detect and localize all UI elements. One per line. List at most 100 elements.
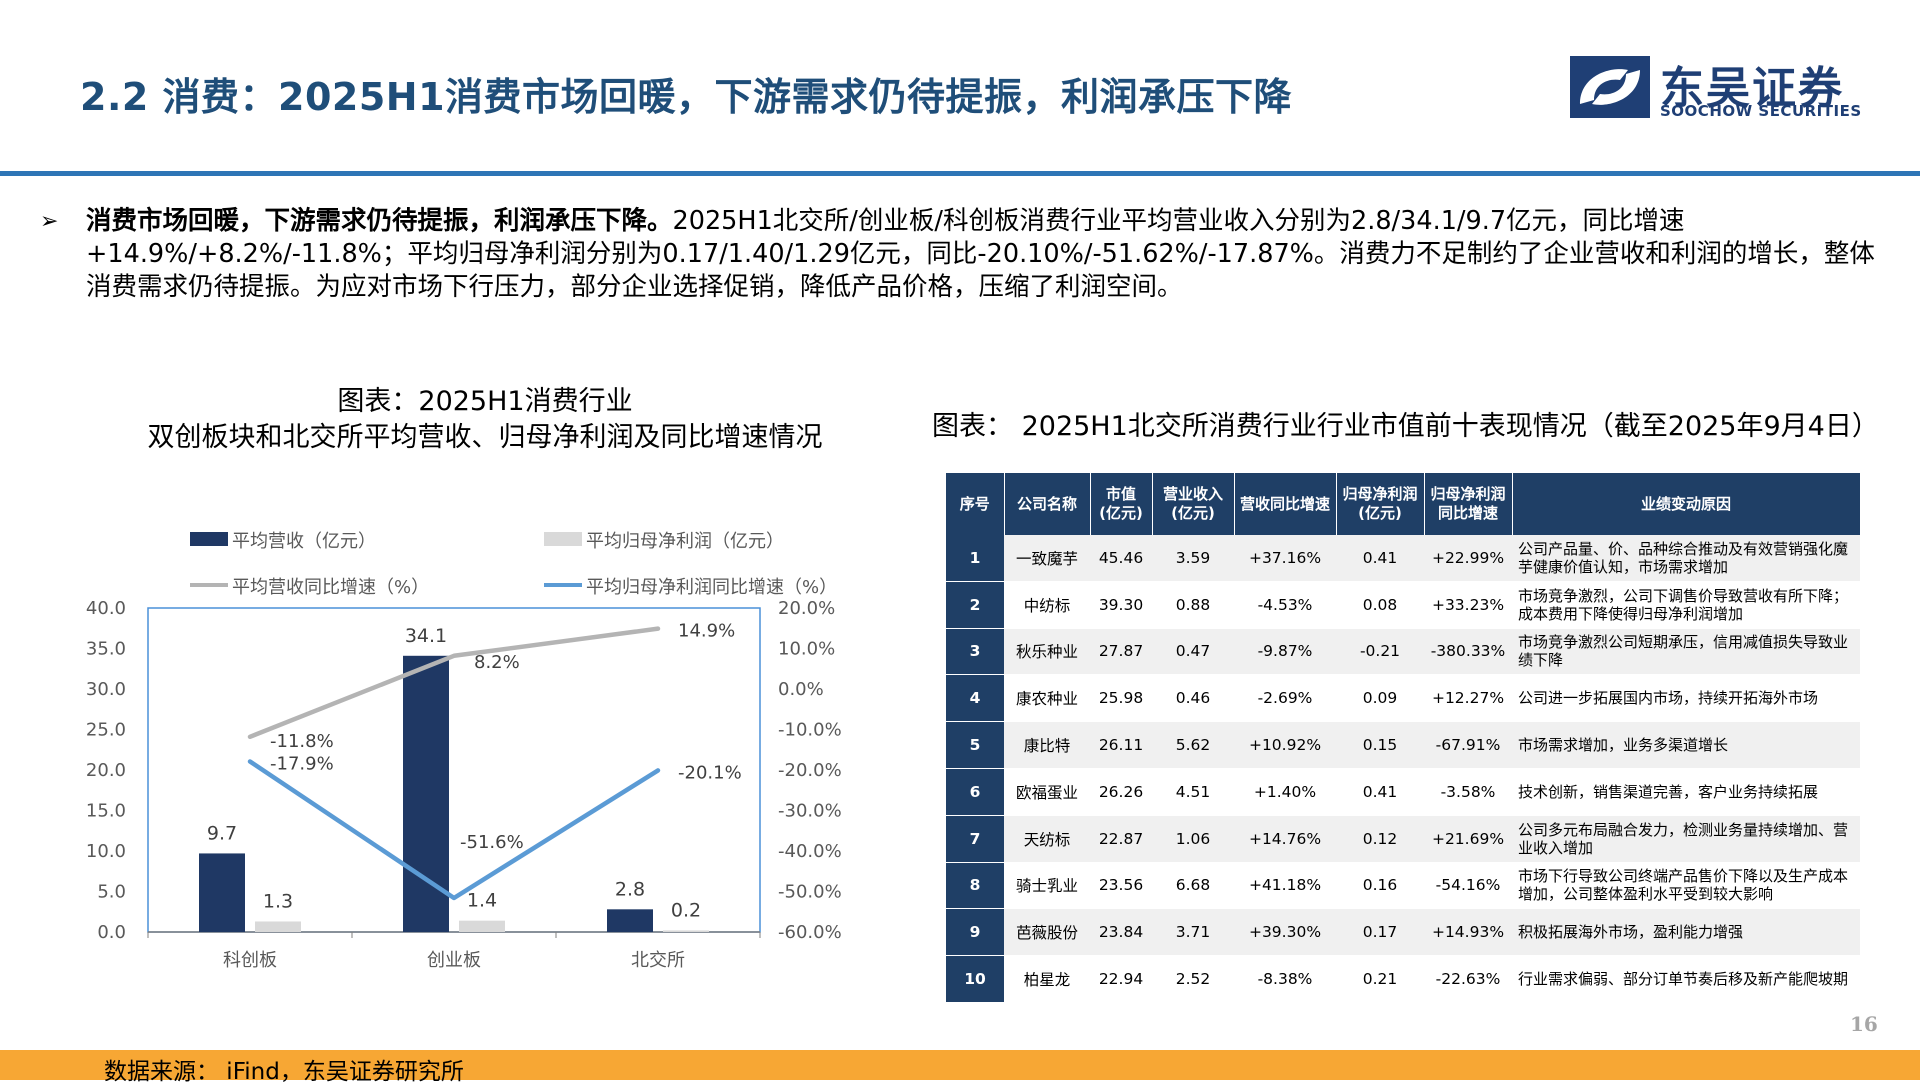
combo-chart: 0.0 5.0 10.0 15.0 20.0 25.0 30.0 35.0 40.0 -60.0%… <box>86 598 842 971</box>
bar-0 <box>403 655 449 932</box>
table-cell: 1 <box>946 535 1004 582</box>
table-header-row: 序号 公司名称 市值 (亿元) 营业收入 (亿元) 营收同比增速 归母净利润 (亿元) 归母… <box>946 473 1861 535</box>
table-cell: +39.30% <box>1234 908 1336 957</box>
table-cell: 6.68 <box>1152 862 1234 910</box>
table-row: 1 一致魔芋 45.46 3.59 +37.16% 0.41 +22.99% 公司产品量、价、… <box>946 535 1860 582</box>
table-cell: +37.16% <box>1234 535 1336 582</box>
y-right-tick-label: -60.0% <box>778 922 842 943</box>
table-cell: 0.12 <box>1336 815 1424 863</box>
table-cell: +1.40% <box>1234 768 1336 816</box>
chart-caption-line2: 双创板块和北交所平均营收、归母净利润及同比增速情况 <box>147 422 823 453</box>
table-cell: 5 <box>946 721 1004 769</box>
table-row: 3 秋乐种业 27.87 0.47 -9.87% -0.21 -380.33% 市场竞争激烈公… <box>946 628 1860 676</box>
table-header-cell: 序号 <box>946 473 1005 535</box>
line-series-2 <box>247 626 661 740</box>
table-row: 9 芭薇股份 23.84 3.71 +39.30% 0.17 +14.93% 积极拓展海外市场… <box>946 908 1860 957</box>
table-cell: 0.47 <box>1152 628 1234 676</box>
summary-text: 消费市场回暖，下游需求仍待提振，利润承压下降。2025H1北交所/创业板/科创板… <box>40 205 1880 304</box>
legend-swatch-profit-growth <box>544 583 582 587</box>
table-cell: 柏星龙 <box>1004 955 1090 1003</box>
bar-0 <box>607 909 653 932</box>
logo-name: 东吴证券 <box>1660 63 1844 114</box>
table-header-cell: 业绩变动原因 <box>1512 473 1861 535</box>
table-cell: +21.69% <box>1424 815 1512 863</box>
table-cell: 4 <box>946 674 1004 723</box>
table-cell: 23.84 <box>1090 908 1152 957</box>
table-cell: 26.26 <box>1090 768 1152 816</box>
legend-swatch-profit <box>544 532 582 546</box>
bar-data-label: 0.2 <box>671 899 701 921</box>
table-cell: -380.33% <box>1424 628 1512 676</box>
table-cell: -4.53% <box>1234 581 1336 629</box>
y-left-tick-label: 20.0 <box>86 760 126 781</box>
y-left-tick-label: 25.0 <box>86 720 126 741</box>
table-header-cell: 归母净利润 同比增速 <box>1424 473 1513 535</box>
y-right-tick-label: -20.0% <box>778 760 842 781</box>
table-cell: 10 <box>946 955 1004 1003</box>
y-left-tick-label: 10.0 <box>86 841 126 862</box>
bar-data-label: 2.8 <box>615 878 645 900</box>
logo-subtitle: SOOCHOW SECURITIES <box>1660 102 1862 120</box>
y-left-tick-label: 5.0 <box>97 882 126 903</box>
table-cell: 0.88 <box>1152 581 1234 629</box>
table-cell: 0.08 <box>1336 581 1424 629</box>
table-cell: -2.69% <box>1234 674 1336 723</box>
table-cell: 22.87 <box>1090 815 1152 863</box>
table-cell: -54.16% <box>1424 862 1512 910</box>
table-cell: 3.71 <box>1152 908 1234 957</box>
table-cell: 22.94 <box>1090 955 1152 1003</box>
line-data-label: -51.6% <box>460 832 524 853</box>
table-cell: -22.63% <box>1424 955 1512 1003</box>
bar-data-label: 1.4 <box>467 890 497 912</box>
bar-0 <box>199 853 245 932</box>
table-header-cell: 归母净利润 (亿元) <box>1336 473 1425 535</box>
table-cell: 天纺标 <box>1004 815 1090 863</box>
table-cell: 27.87 <box>1090 628 1152 676</box>
legend-label-profit-growth: 平均归母净利润同比增速（%） <box>586 577 838 598</box>
table-cell: -67.91% <box>1424 721 1512 769</box>
table-cell: 25.98 <box>1090 674 1152 723</box>
page-number: 16 <box>1850 1012 1878 1036</box>
table-cell: 26.11 <box>1090 721 1152 769</box>
table-cell: -9.87% <box>1234 628 1336 676</box>
table-cell: +14.76% <box>1234 815 1336 863</box>
table-cell: 公司进一步拓展国内市场，持续开拓海外市场 <box>1512 674 1860 723</box>
table-cell: 9 <box>946 908 1004 957</box>
table-header-cell: 市值 (亿元) <box>1090 473 1153 535</box>
line-data-label: -17.9% <box>270 753 334 774</box>
table-row: 2 中纺标 39.30 0.88 -4.53% 0.08 +33.23% 市场竞争激烈，公司下… <box>946 581 1860 629</box>
table-cell: 45.46 <box>1090 535 1152 582</box>
y-left-tick-label: 30.0 <box>86 679 126 700</box>
line-data-label: -20.1% <box>678 762 742 783</box>
table-cell: 公司产品量、价、品种综合推动及有效营销强化魔芋健康价值认知，市场需求增加 <box>1512 535 1860 582</box>
table-cell: 7 <box>946 815 1004 863</box>
table-cell: 0.41 <box>1336 768 1424 816</box>
table-row: 6 欧福蛋业 26.26 4.51 +1.40% 0.41 -3.58% 技术创新，销售渠道完… <box>946 768 1860 816</box>
table-row: 4 康农种业 25.98 0.46 -2.69% 0.09 +12.27% 公司进一步拓展国内… <box>946 674 1860 723</box>
table-cell: 一致魔芋 <box>1004 535 1090 582</box>
header-divider <box>0 171 1920 176</box>
table-cell: +14.93% <box>1424 908 1512 957</box>
table-cell: 市场下行导致公司终端产品售价下降以及生产成本增加，公司整体盈利水平受到较大影响 <box>1512 862 1860 910</box>
table-cell: 欧福蛋业 <box>1004 768 1090 816</box>
table-cell: 积极拓展海外市场，盈利能力增强 <box>1512 908 1860 957</box>
x-category-label: 科创板 <box>223 950 277 971</box>
line-series-3 <box>247 759 661 901</box>
table-row: 7 天纺标 22.87 1.06 +14.76% 0.12 +21.69% 公司多元布局融合发… <box>946 815 1860 863</box>
table-cell: +12.27% <box>1424 674 1512 723</box>
summary-bold: 消费市场回暖，下游需求仍待提振，利润承压下降。 <box>86 206 673 236</box>
table-cell: 0.16 <box>1336 862 1424 910</box>
bar-data-label: 9.7 <box>207 822 237 844</box>
table-cell: 市场竞争激烈公司短期承压，信用减值损失导致业绩下降 <box>1512 628 1860 676</box>
table-cell: 8 <box>946 862 1004 910</box>
table-cell: 技术创新，销售渠道完善，客户业务持续拓展 <box>1512 768 1860 816</box>
table-cell: 0.41 <box>1336 535 1424 582</box>
legend-swatch-revenue <box>190 532 228 546</box>
page-title: 2.2 消费：2025H1消费市场回暖，下游需求仍待提振，利润承压下降 <box>80 75 1293 119</box>
table-cell: +10.92% <box>1234 721 1336 769</box>
logo-mark-icon <box>1570 56 1650 118</box>
company-logo: 东吴证券 SOOCHOW SECURITIES <box>1570 52 1870 122</box>
x-category-label: 创业板 <box>427 950 481 971</box>
table-cell: 骑士乳业 <box>1004 862 1090 910</box>
table-cell: 康比特 <box>1004 721 1090 769</box>
